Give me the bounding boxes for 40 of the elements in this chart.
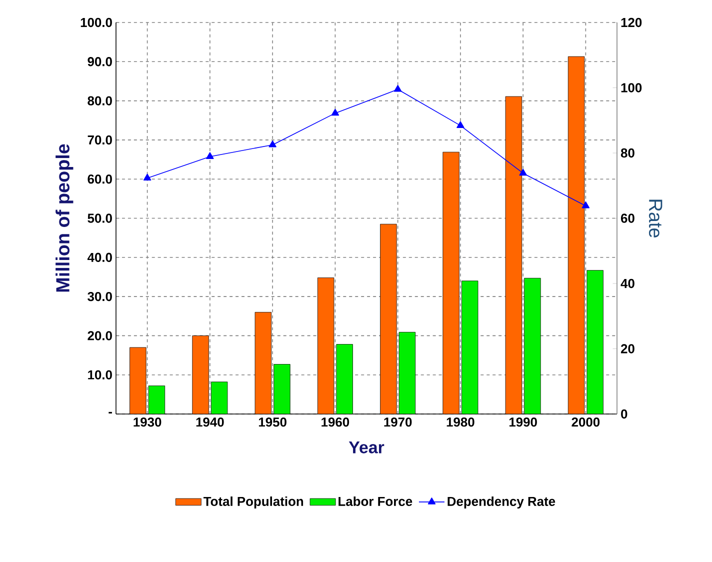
point (519, 168, 527, 176)
y2-tick-label: 0 (621, 409, 628, 419)
y2-tick-label: 60 (620, 214, 634, 223)
point (268, 140, 276, 148)
point (143, 174, 152, 181)
y-tick-label: 70.0 (88, 135, 112, 145)
y2-tick-label: 80 (620, 148, 634, 158)
legend-label: Total Population (203, 496, 304, 509)
x-axis-title: Year (348, 442, 384, 454)
x-tick-label: 1990 (509, 418, 537, 427)
y-tick-label: 40.0 (87, 252, 112, 262)
point (206, 152, 214, 159)
y-tick-label: 90.0 (88, 57, 112, 66)
x-tick-label: 2000 (572, 418, 600, 427)
y-tick-label: 80.0 (88, 96, 112, 106)
y-tick-label: 60.0 (88, 174, 112, 184)
y2-tick-label: 100 (621, 83, 642, 92)
y-tick-label: 30.0 (88, 292, 112, 302)
y-tick-label: 10.0 (88, 370, 112, 380)
y2-tick-label: 40 (620, 278, 634, 288)
point (582, 201, 590, 208)
x-tick-label: 1960 (322, 418, 350, 427)
legend-label: Dependency Rate (448, 496, 556, 509)
x-tick-label: 1980 (446, 418, 474, 427)
y-tick-label: - (108, 412, 112, 414)
point (394, 84, 402, 92)
y-tick-label: 100.0 (80, 18, 112, 28)
y2-tick-label: 20 (620, 344, 634, 354)
y-tick-label: 20.0 (88, 331, 112, 340)
legend-label: Labor Force (338, 496, 412, 506)
point (456, 121, 464, 128)
y-tick-label: 50.0 (88, 214, 112, 223)
x-tick-label: 1970 (384, 418, 412, 427)
x-tick-label: 1930 (134, 418, 162, 427)
point (331, 108, 340, 116)
y2-tick-label: 120 (621, 18, 642, 28)
x-tick-label: 1950 (258, 418, 286, 427)
y-axis-title: Million of people (56, 144, 74, 292)
y2-axis-title: Rate (648, 200, 662, 238)
x-tick-label: 1940 (196, 418, 224, 427)
